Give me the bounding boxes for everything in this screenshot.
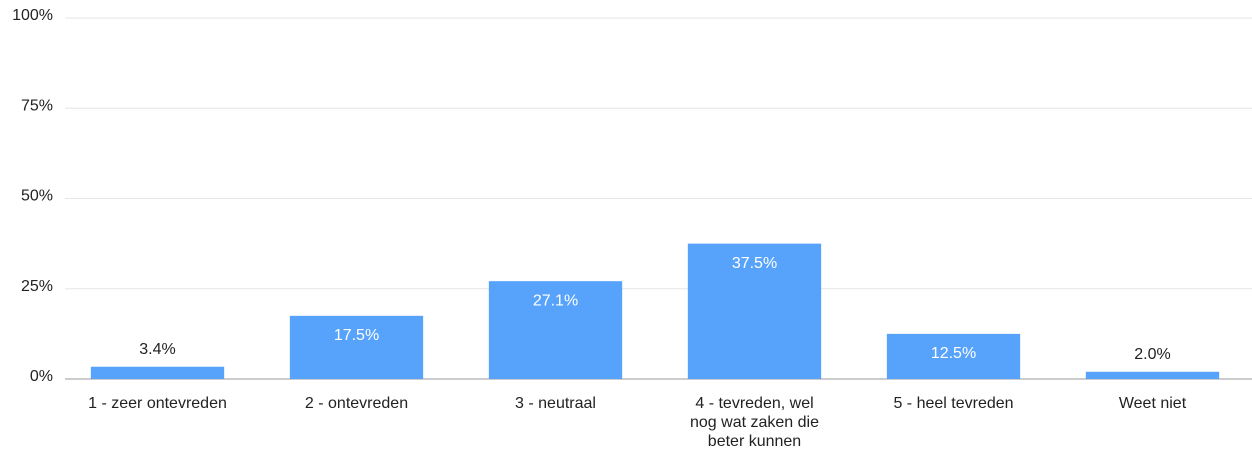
bar (90, 366, 225, 379)
data-label: 12.5% (931, 345, 976, 362)
y-tick-label: 25% (21, 278, 53, 295)
y-tick-label: 50% (21, 188, 53, 205)
data-label: 27.1% (533, 292, 578, 309)
x-tick-label: 1 - zeer ontevreden (88, 395, 227, 412)
y-tick-label: 100% (12, 7, 53, 24)
bar (289, 315, 424, 379)
x-tick-label: 5 - heel tevreden (893, 395, 1014, 412)
data-label: 37.5% (732, 255, 777, 272)
data-label: 17.5% (334, 327, 379, 344)
x-tick-label: Weet niet (1118, 395, 1187, 412)
y-tick-label: 75% (21, 97, 53, 114)
bar (488, 281, 623, 379)
data-label: 3.4% (139, 341, 175, 358)
bar (1085, 371, 1220, 379)
bar (687, 243, 822, 379)
x-tick-label: 2 - ontevreden (304, 395, 409, 412)
x-tick-label: 4 - tevreden, wel nog wat zaken die bete… (690, 395, 819, 450)
data-label: 2.0% (1134, 346, 1170, 363)
bar (886, 333, 1021, 379)
x-tick-label: 3 - neutraal (515, 395, 596, 412)
y-tick-label: 0% (30, 368, 53, 385)
